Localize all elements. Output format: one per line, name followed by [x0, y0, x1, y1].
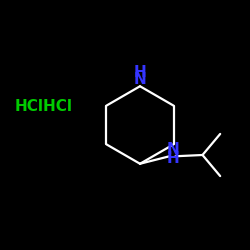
Text: N: N — [166, 142, 179, 158]
Text: H: H — [166, 151, 179, 166]
Text: HClHCl: HClHCl — [15, 99, 73, 114]
Text: H: H — [134, 65, 146, 80]
Text: N: N — [134, 72, 146, 88]
